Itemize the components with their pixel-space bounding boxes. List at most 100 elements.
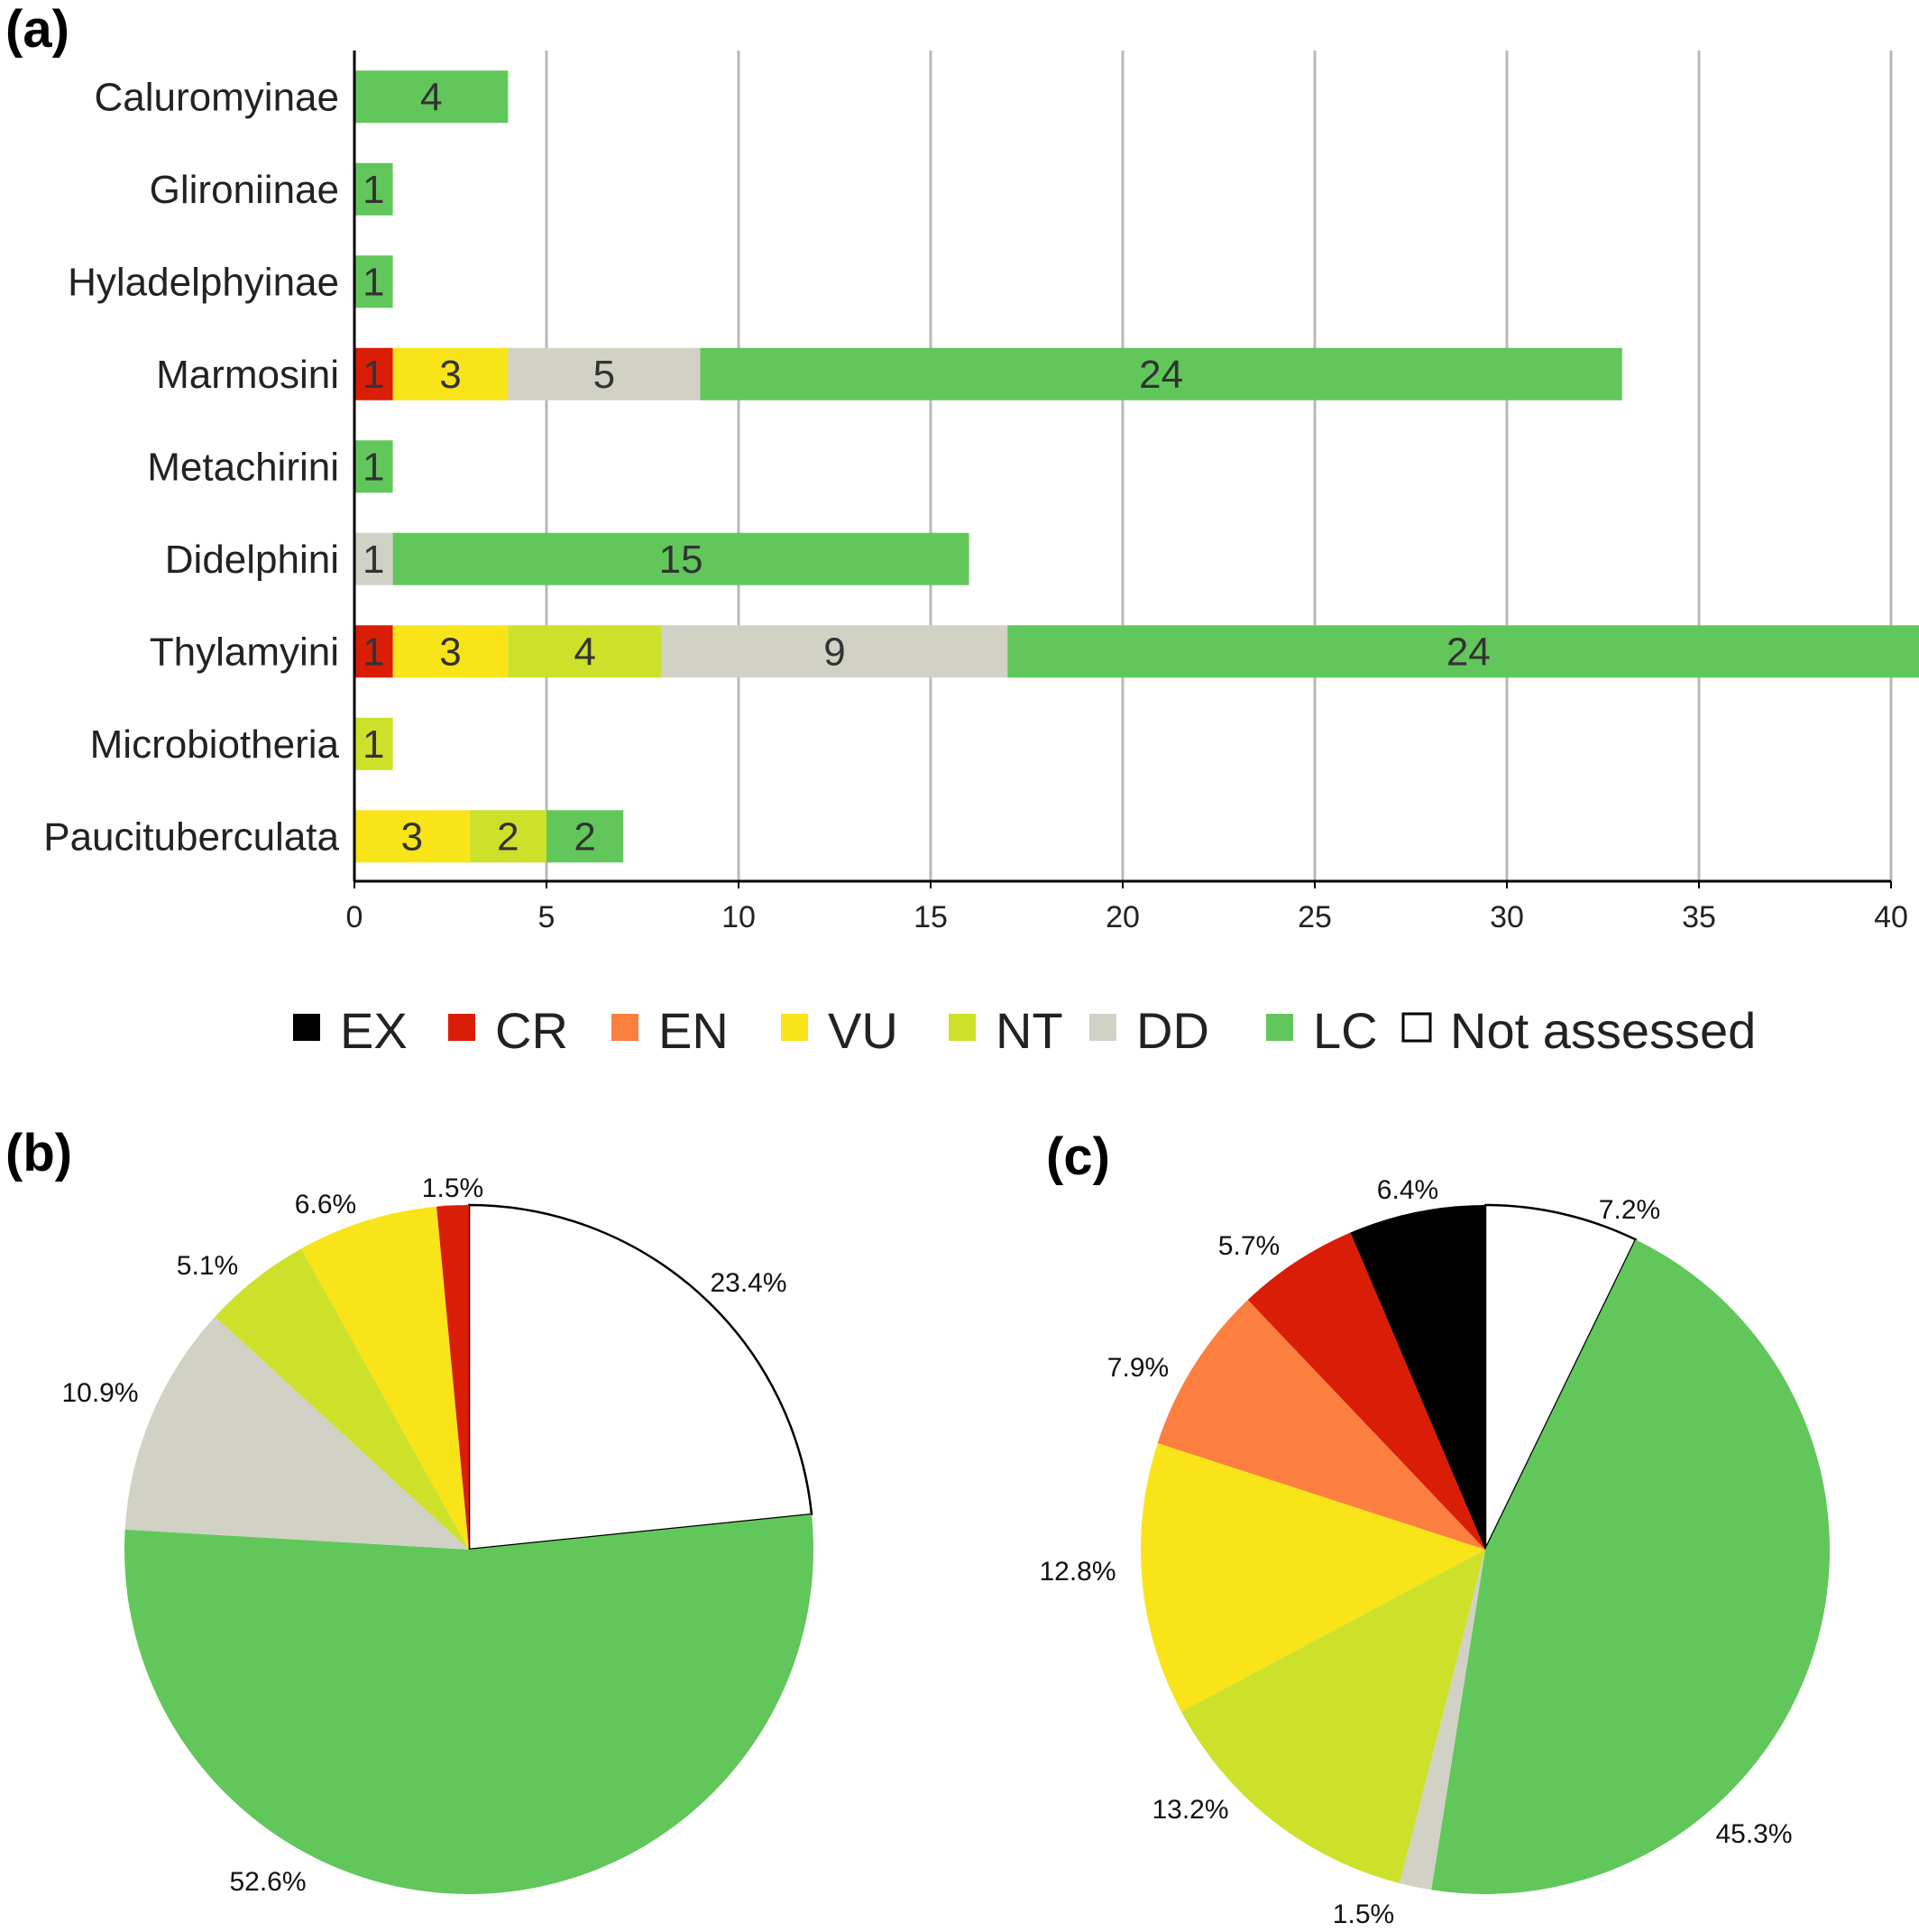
pie-slice-nt <box>1180 1550 1485 1883</box>
bar-segment-marmosini-vu <box>392 347 509 400</box>
pie-slice-nt <box>215 1248 470 1550</box>
legend-label-vu: VU <box>828 1002 898 1059</box>
pie-slice-cr <box>436 1205 469 1550</box>
category-label-thylamyini: Thylamyini <box>150 630 339 674</box>
pie-label-not-assessed: 23.4% <box>710 1268 786 1298</box>
bar-segment-didelphini-lc <box>392 532 969 585</box>
legend-label-cr: CR <box>495 1002 568 1059</box>
x-tick-label: 20 <box>1106 900 1140 934</box>
bar-segment-glironiinae-lc <box>354 162 393 216</box>
bar-value-label: 2 <box>497 814 519 859</box>
pie-label-dd: 1.5% <box>1333 1900 1394 1929</box>
x-tick-label: 30 <box>1490 900 1524 934</box>
legend: EX CR EN VU NT DD LC Not assessed <box>293 1002 1756 1059</box>
pie-label-cr: 5.7% <box>1218 1231 1280 1261</box>
pie-label-dd: 10.9% <box>61 1378 138 1408</box>
x-tick-label: 0 <box>346 900 363 934</box>
bar-segment-thylamyini-vu <box>392 625 509 678</box>
legend-swatch-dd <box>1089 1014 1116 1041</box>
pie-label-cr: 1.5% <box>422 1173 483 1203</box>
bar-segment-thylamyini-cr <box>354 625 393 678</box>
pie-slice-dd <box>1400 1550 1485 1891</box>
bar-value-label: 4 <box>574 630 595 674</box>
pie-label-ex: 6.4% <box>1377 1175 1438 1205</box>
legend-label-ex: EX <box>340 1002 408 1059</box>
x-tick-label: 5 <box>538 900 556 934</box>
x-tick-label: 15 <box>914 900 948 934</box>
legend-label-nt: NT <box>996 1002 1063 1059</box>
bar-value-label: 15 <box>659 538 703 582</box>
pie-label-lc: 52.6% <box>229 1867 306 1897</box>
bar-segment-caluromyinae-lc <box>354 70 509 124</box>
legend-swatch-nt <box>949 1014 976 1041</box>
bar-value-label: 9 <box>823 630 845 674</box>
pie-slice-lc <box>124 1514 814 1894</box>
panel-b-tag: (b) <box>5 1124 72 1182</box>
bar-value-label: 1 <box>363 445 384 489</box>
bar-value-label: 1 <box>363 260 384 304</box>
pie-slice-en <box>1157 1300 1485 1550</box>
bar-segment-thylamyini-dd <box>661 625 1008 678</box>
panel-a-tag: (a) <box>5 0 69 59</box>
bar-value-label: 3 <box>401 814 423 859</box>
x-tick-label: 35 <box>1682 900 1716 934</box>
pie-slice-not-assessed <box>467 1203 813 1551</box>
bar-segment-paucituberculata-lc <box>546 810 624 863</box>
bar-value-label: 3 <box>439 630 461 674</box>
legend-label-lc: LC <box>1313 1002 1378 1059</box>
bar-value-label: 24 <box>1446 630 1491 674</box>
category-label-hyladelphyinae: Hyladelphyinae <box>68 260 339 304</box>
x-tick-label: 25 <box>1298 900 1332 934</box>
category-label-glironiinae: Glironiinae <box>150 168 339 212</box>
x-tick-label: 40 <box>1874 900 1908 934</box>
category-label-didelphini: Didelphini <box>165 538 339 582</box>
bar-value-label: 1 <box>363 630 384 674</box>
bar-segment-marmosini-lc <box>700 347 1622 400</box>
category-label-marmosini: Marmosini <box>156 353 339 397</box>
panel-c-tag: (c) <box>1046 1127 1110 1186</box>
pie-label-nt: 5.1% <box>177 1251 238 1281</box>
bar-segment-hyladelphyinae-lc <box>354 255 393 308</box>
bar-segment-paucituberculata-vu <box>354 810 470 863</box>
legend-swatch-en <box>611 1014 638 1041</box>
pie-slice-dd <box>124 1316 469 1550</box>
bar-value-label: 1 <box>363 353 384 397</box>
pie-label-vu: 12.8% <box>1039 1557 1116 1587</box>
pie-slice-vu <box>301 1206 469 1550</box>
pie-chart-c: 7.2% 45.3% 1.5% 13.2% 12.8% 7.9% 5.7% 6.4% <box>1039 1175 1830 1929</box>
category-label-caluromyinae: Caluromyinae <box>95 75 339 119</box>
bar-segment-thylamyini-nt <box>508 625 662 678</box>
bar-value-label: 1 <box>363 168 384 212</box>
pie-label-lc: 45.3% <box>1715 1819 1792 1849</box>
bar-value-label: 5 <box>593 353 615 397</box>
bar-segment-marmosini-cr <box>354 347 393 400</box>
x-tick-label: 10 <box>721 900 756 934</box>
pie-label-nt: 13.2% <box>1152 1795 1228 1825</box>
bar-value-label: 1 <box>363 722 384 767</box>
bar-value-label: 4 <box>420 75 442 119</box>
legend-label-en: EN <box>658 1002 729 1059</box>
bar-segment-didelphini-dd <box>354 532 393 585</box>
pie-slice-not-assessed <box>1483 1203 1638 1551</box>
legend-label-dd: DD <box>1136 1002 1209 1059</box>
bar-value-label: 2 <box>574 814 595 859</box>
bar-value-label: 3 <box>439 353 461 397</box>
pie-slice-cr <box>1247 1232 1485 1550</box>
pie-label-vu: 6.6% <box>295 1190 356 1219</box>
legend-swatch-vu <box>781 1014 808 1041</box>
bar-value-label: 24 <box>1139 353 1183 397</box>
category-label-metachirini: Metachirini <box>147 445 339 489</box>
bar-segment-marmosini-dd <box>508 347 701 400</box>
pie-label-en: 7.9% <box>1107 1353 1169 1383</box>
category-label-microbiotheria: Microbiotheria <box>90 722 340 767</box>
category-label-paucituberculata: Paucituberculata <box>43 814 339 859</box>
legend-label-not-assessed: Not assessed <box>1450 1002 1756 1059</box>
pie-slice-lc <box>1431 1239 1830 1894</box>
bar-value-label: 1 <box>363 538 384 582</box>
pie-slice-vu <box>1141 1442 1485 1712</box>
pie-chart-b: 23.4% 52.6% 10.9% 5.1% 6.6% 1.5% <box>61 1173 814 1897</box>
bar-segment-metachirini-lc <box>354 440 393 493</box>
legend-swatch-ex <box>293 1014 320 1041</box>
